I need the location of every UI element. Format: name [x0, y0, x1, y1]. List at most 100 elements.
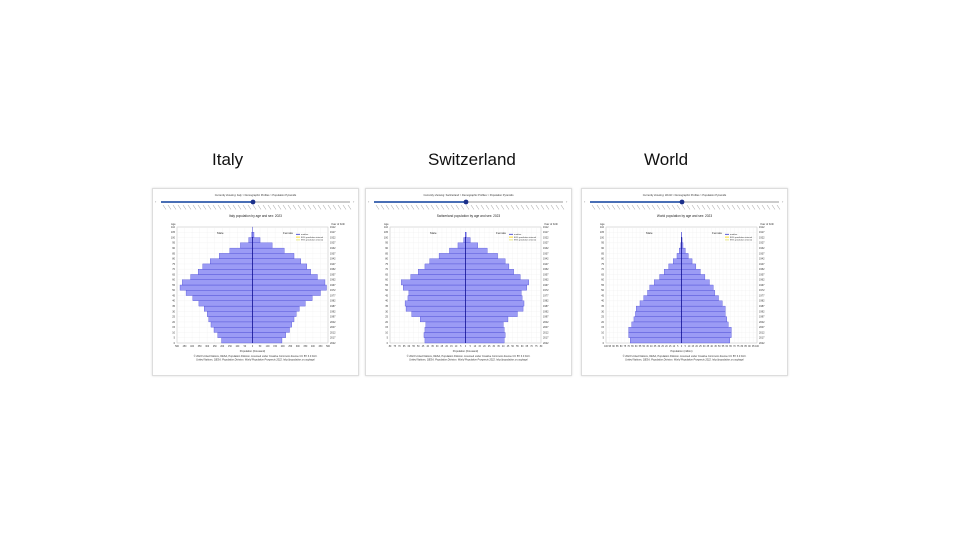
x-tick-label: 45: [507, 346, 510, 348]
x-tick-label: 85: [744, 346, 747, 348]
slider-year-tick: [322, 204, 327, 210]
age-tick-label: 40: [172, 300, 175, 303]
male-bar: [240, 242, 253, 249]
chart-title: Switzerland population by age and sex: 2…: [437, 214, 501, 218]
male-bar: [229, 247, 253, 254]
slider-year-tick: [696, 204, 701, 210]
slider-year-tick: [405, 204, 410, 210]
female-bar: [465, 274, 521, 280]
male-bar: [219, 253, 253, 259]
female-bar: [465, 253, 498, 259]
year-tick-label: 2017: [330, 337, 336, 340]
slider-year-tick: [666, 204, 671, 210]
slider-year-tick: [545, 204, 550, 210]
slider-year-tick: [347, 204, 352, 210]
x-tick-label: 80: [620, 346, 623, 348]
year-tick-label: 1947: [330, 263, 336, 266]
year-tick-label: 2002: [543, 321, 549, 324]
x-tick-label: 65: [526, 346, 529, 348]
male-bar: [676, 253, 682, 259]
slider-year-tick: [626, 204, 631, 210]
x-tick-label: 50: [244, 346, 247, 348]
age-tick-label: 25: [601, 316, 604, 319]
age-tick-label: 5: [603, 337, 605, 340]
female-bar: [465, 321, 504, 328]
year-tick-label: 1942: [330, 258, 336, 261]
slider-right-arrow: ›: [782, 199, 784, 204]
slider-year-tick: [756, 204, 761, 210]
age-tick-label: 95: [172, 242, 175, 245]
year-tick-label: 1957: [543, 273, 549, 276]
slider-left-arrow: ‹: [155, 199, 157, 204]
slider-year-tick: [716, 204, 721, 210]
female-bar: [681, 284, 714, 291]
female-bar: [465, 242, 478, 249]
age-tick-label: 25: [385, 316, 388, 319]
male-bar: [424, 263, 466, 270]
slider-handle: [679, 199, 685, 205]
female-bar: [465, 290, 522, 296]
female-bar: [465, 311, 518, 317]
year-tick-label: 1927: [543, 242, 549, 245]
slider-year-tick: [252, 204, 257, 210]
slider-year-tick: [162, 204, 167, 210]
slider-year-tick: [656, 204, 661, 210]
female-bar: [681, 300, 723, 307]
year-tick-label: 1952: [330, 268, 336, 271]
slider-handle: [250, 199, 256, 205]
female-bar: [465, 263, 510, 270]
male-bar: [449, 247, 466, 254]
x-tick-label: 50: [511, 346, 514, 348]
slider-year-tick: [741, 204, 746, 210]
year-tick-label: 2012: [759, 331, 765, 334]
year-axis-label: Year of birth: [760, 222, 774, 226]
slider-year-tick: [212, 204, 217, 210]
age-tick-label: 95: [385, 242, 388, 245]
year-tick-label: 1922: [330, 236, 336, 239]
age-tick-label: 25: [172, 316, 175, 319]
year-tick-label: 1982: [543, 300, 549, 303]
x-tick-label: 100: [755, 346, 760, 348]
male-bar: [424, 337, 466, 344]
slider-caption: Currently showing: Switzerland > Demogra…: [423, 193, 514, 197]
x-tick-label: 40: [502, 346, 505, 348]
x-tick-label: 55: [722, 346, 725, 348]
x-tick-label: 30: [436, 346, 439, 348]
x-tick-label: 20: [695, 346, 698, 348]
x-tick-label: 250: [288, 346, 293, 348]
slider-year-tick: [267, 204, 272, 210]
x-tick-label: 80: [540, 346, 543, 348]
slider-year-tick: [385, 204, 390, 210]
x-tick-label: 400: [190, 346, 195, 348]
slider-year-tick: [555, 204, 560, 210]
female-bar: [252, 242, 273, 249]
male-bar: [630, 337, 682, 344]
x-tick-label: 25: [441, 346, 444, 348]
slider-year-tick: [636, 204, 641, 210]
age-tick-label: 5: [387, 337, 389, 340]
slider-year-tick: [731, 204, 736, 210]
year-tick-label: 1947: [543, 263, 549, 266]
female-bar: [681, 311, 726, 317]
x-tick-label: 95: [608, 346, 611, 348]
age-tick-label: 30: [601, 310, 604, 313]
age-tick-label: 100: [171, 236, 176, 239]
year-tick-label: 1952: [543, 268, 549, 271]
x-tick-label: 50: [718, 346, 721, 348]
year-tick-label: 1977: [759, 294, 765, 297]
x-tick-label: 200: [281, 346, 286, 348]
female-bar: [252, 253, 295, 259]
male-bar: [403, 284, 466, 291]
legend-entry: median: [514, 234, 522, 236]
x-tick-label: 95: [752, 346, 755, 348]
x-tick-label: 15: [692, 346, 695, 348]
slider-year-tick: [242, 204, 247, 210]
year-tick-label: 1962: [759, 279, 765, 282]
male-bar: [213, 327, 253, 333]
female-bar: [252, 290, 321, 296]
year-tick-label: 2017: [759, 337, 765, 340]
x-tick-label: 25: [661, 346, 664, 348]
age-tick-label: 65: [601, 273, 604, 276]
x-tick-label: 50: [642, 346, 645, 348]
x-tick-label: 35: [497, 346, 500, 348]
